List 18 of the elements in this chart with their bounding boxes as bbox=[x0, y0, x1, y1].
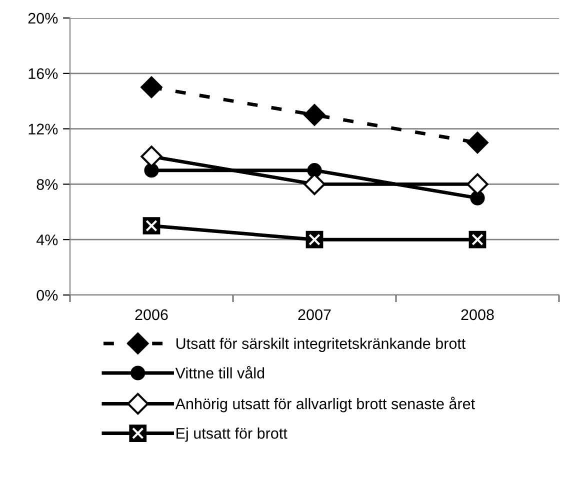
point bbox=[140, 76, 162, 98]
y-tick-label: 0% bbox=[36, 290, 58, 301]
point bbox=[470, 190, 485, 206]
y-tick-label: 12% bbox=[28, 124, 58, 134]
legend-label: Ej utsatt för brott bbox=[176, 428, 288, 442]
legend-label: Vittne till våld bbox=[175, 366, 264, 378]
legend-label: Anhörig utsatt för allvarligt brott senaste året bbox=[175, 396, 475, 412]
x-tick-label: 2008 bbox=[461, 309, 494, 320]
point bbox=[466, 132, 488, 154]
y-tick-label: 16% bbox=[28, 68, 58, 80]
x-tick-label: 2006 bbox=[135, 309, 168, 320]
y-tick-label: 20% bbox=[28, 12, 58, 24]
point bbox=[144, 163, 159, 178]
point bbox=[304, 104, 326, 126]
legend-label: Utsatt för särskilt integritetskränkande brott bbox=[176, 338, 466, 352]
y-tick-label: 4% bbox=[36, 234, 58, 246]
y-tick-label: 8% bbox=[36, 179, 58, 190]
x-tick-label: 2007 bbox=[298, 309, 331, 320]
